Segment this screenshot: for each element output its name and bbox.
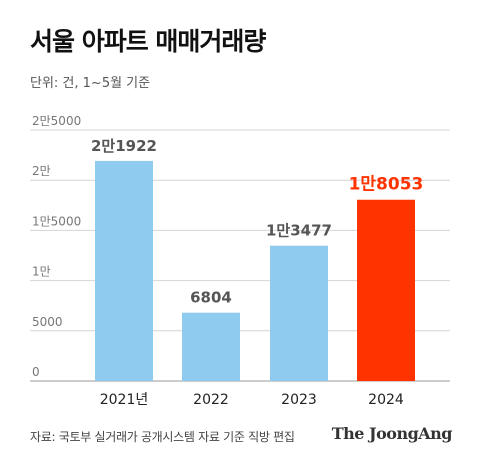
bar-2021년 bbox=[95, 160, 153, 381]
bar-2023 bbox=[270, 245, 328, 381]
brand-logo: The JoongAng bbox=[331, 424, 453, 443]
y-tick-label: 5000 bbox=[32, 315, 63, 329]
value-label: 2만1922 bbox=[91, 137, 157, 155]
y-tick-label: 1만 bbox=[32, 265, 51, 279]
labels: 0 5000 1만 1만5000 2만 2만5000 2만1922 2021년 6804 2022… bbox=[32, 114, 423, 408]
x-tick-label: 2023 bbox=[281, 392, 317, 408]
y-tick-label: 0 bbox=[32, 365, 40, 379]
bar-2022 bbox=[182, 312, 240, 381]
y-tick-label: 2만 bbox=[32, 164, 51, 178]
value-label: 6804 bbox=[190, 289, 232, 307]
x-tick-label: 2021년 bbox=[100, 392, 149, 408]
y-tick-label: 2만5000 bbox=[32, 114, 81, 128]
x-tick-label: 2022 bbox=[193, 392, 229, 408]
bar-2024 bbox=[357, 199, 415, 381]
bars bbox=[95, 160, 415, 381]
unit-note: 단위: 건, 1~5월 기준 bbox=[30, 76, 151, 91]
value-label: 1만3477 bbox=[266, 222, 332, 240]
chart-title: 서울 아파트 매매거래량 bbox=[30, 27, 266, 56]
source-note: 자료: 국토부 실거래가 공개시스템 자료 기준 직방 편집 bbox=[30, 430, 295, 444]
x-tick-label: 2024 bbox=[368, 392, 404, 408]
value-label: 1만8053 bbox=[349, 175, 424, 195]
y-tick-label: 1만5000 bbox=[32, 214, 81, 228]
